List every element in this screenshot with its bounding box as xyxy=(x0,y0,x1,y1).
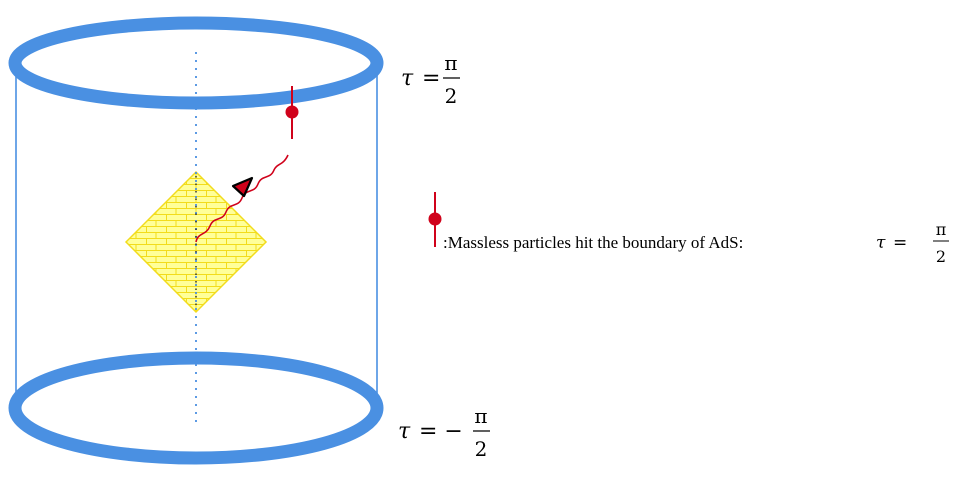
svg-text:2: 2 xyxy=(936,247,946,266)
legend-text: :Massless particles hit the boundary of … xyxy=(443,233,743,252)
svg-text:=: = xyxy=(422,66,440,91)
svg-text:=: = xyxy=(893,233,907,253)
svg-text:= −: = − xyxy=(419,419,463,444)
top-tau-label: τ = π 2 xyxy=(401,51,460,108)
particle-wavy-trajectory xyxy=(195,154,289,243)
bottom-tau-label: τ = − π 2 xyxy=(398,404,490,461)
svg-text:τ: τ xyxy=(398,419,411,444)
svg-text:π: π xyxy=(474,404,487,428)
particle-boundary-marker xyxy=(285,86,299,139)
legend: :Massless particles hit the boundary of … xyxy=(428,192,949,266)
particle-arrow-head xyxy=(231,176,254,198)
svg-text:2: 2 xyxy=(445,84,458,108)
svg-text:τ: τ xyxy=(401,66,414,91)
top-boundary-ellipse xyxy=(8,16,384,110)
svg-text:τ: τ xyxy=(876,233,886,253)
svg-text:π: π xyxy=(936,220,947,239)
legend-particle-marker xyxy=(428,192,442,247)
svg-text:π: π xyxy=(444,51,457,75)
svg-text:2: 2 xyxy=(475,437,488,461)
bottom-boundary-ellipse xyxy=(8,351,384,465)
